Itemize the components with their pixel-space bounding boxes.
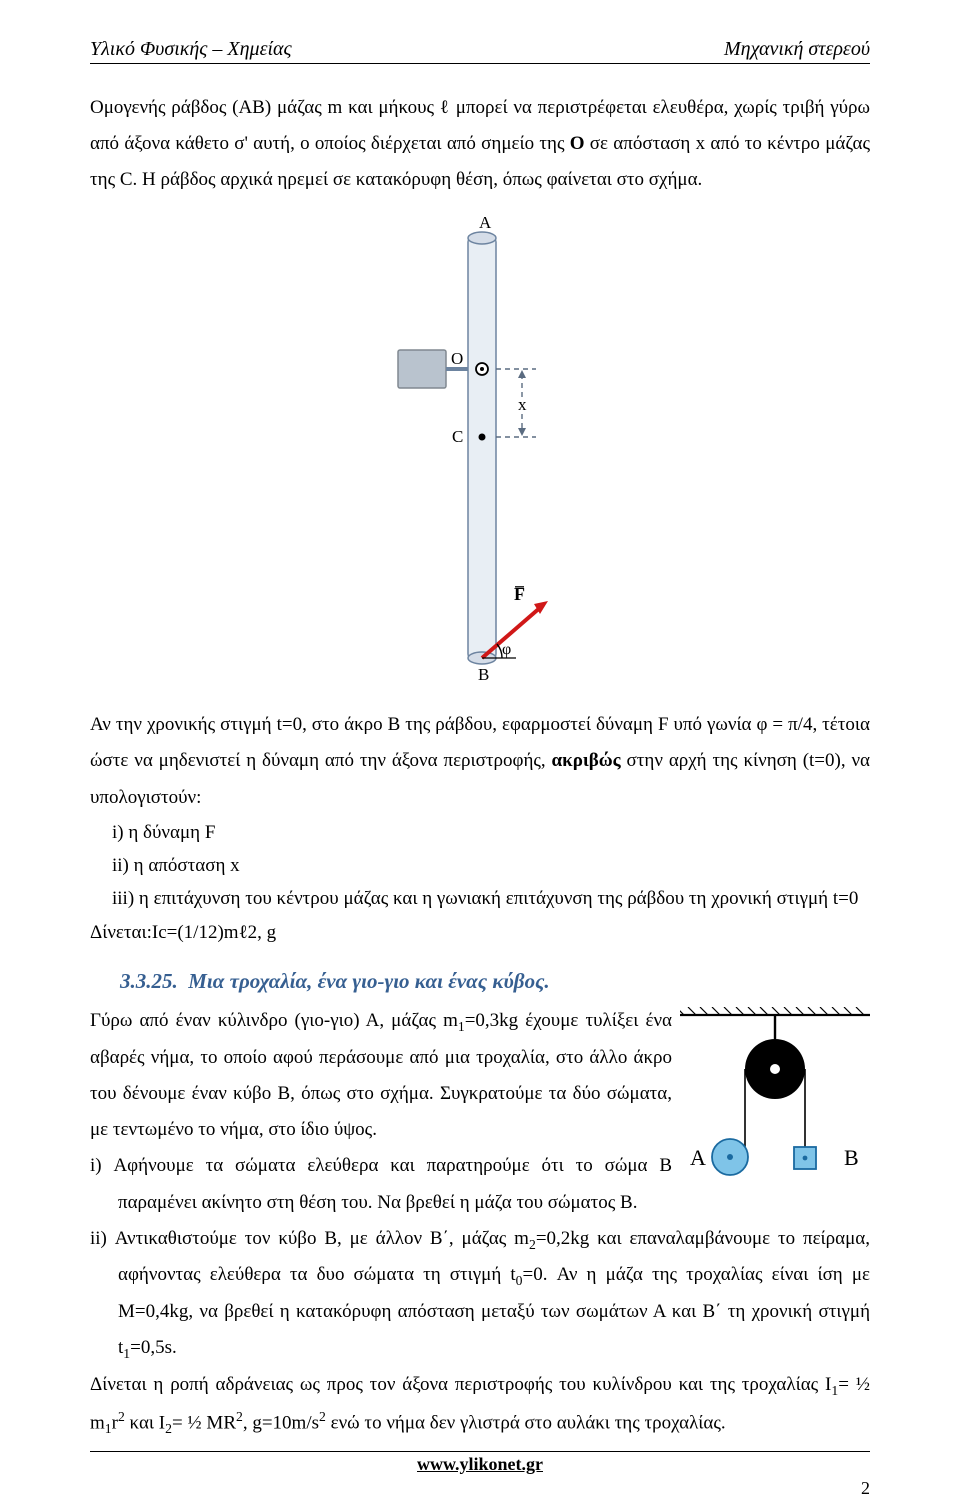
- list-1: i) η δύναμη F ii) η απόσταση x iii) η επ…: [112, 816, 870, 916]
- body: Ομογενής ράβδος (ΑΒ) μάζας m και μήκους …: [90, 90, 870, 1442]
- label-C: C: [452, 427, 463, 446]
- p3ii-sub2: 2: [529, 1236, 536, 1251]
- label-A: A: [479, 213, 492, 232]
- g2g: ενώ το νήμα δεν γλιστρά στο αυλάκι της τ…: [326, 1412, 726, 1433]
- paragraph-2: Αν την χρονικής στιγμή t=0, στο άκρο Β τ…: [90, 707, 870, 815]
- label-phi: φ: [502, 641, 511, 658]
- para1-bold: Ο: [570, 133, 585, 154]
- given-2: Δίνεται η ροπή αδράνειας ως προς τον άξο…: [90, 1367, 870, 1442]
- g2a: Δίνεται η ροπή αδράνειας ως προς τον άξο…: [90, 1374, 831, 1395]
- item-ii: ii) η απόσταση x: [112, 849, 870, 882]
- paragraph-1: Ομογενής ράβδος (ΑΒ) μάζας m και μήκους …: [90, 90, 870, 198]
- p3ii-a: ii) Αντικαθιστούμε τον κύβο Β, με άλλον …: [90, 1228, 529, 1249]
- label-B: B: [478, 665, 489, 682]
- label-B2: B: [844, 1145, 859, 1170]
- p3a: Γύρω από έναν κύλινδρο (γιο-γιο) Α, μάζα…: [90, 1010, 458, 1031]
- label-x: x: [518, 395, 527, 414]
- section-title: 3.3.25. Μια τροχαλία, ένα γιο-γιο και έν…: [120, 962, 870, 1002]
- g2sup2b: 2: [236, 1409, 243, 1424]
- p3ii-sub0: 0: [516, 1273, 523, 1288]
- given-1: Δίνεται:Ic=(1/12)mℓ2, g: [90, 915, 870, 951]
- pulley-diagram: A B: [680, 1007, 870, 1192]
- g2sup2: 2: [118, 1409, 125, 1424]
- footer-url: www.ylikonet.gr: [90, 1452, 870, 1475]
- figure-2: A B: [680, 1007, 870, 1205]
- label-F: F̅: [514, 584, 525, 604]
- g2s1b: 1: [105, 1421, 112, 1436]
- item-iii: iii) η επιτάχυνση του κέντρου μάζας και …: [112, 882, 870, 915]
- label-O: O: [451, 349, 463, 368]
- item-i: i) η δύναμη F: [112, 816, 870, 849]
- g2f: , g=10m/s: [243, 1412, 319, 1433]
- header-left: Υλικό Φυσικής – Χημείας: [90, 38, 292, 61]
- section-num: 3.3.25.: [120, 969, 178, 993]
- g2s2: 2: [165, 1421, 172, 1436]
- label-A2: A: [690, 1145, 706, 1170]
- g2d: και Ι: [125, 1412, 165, 1433]
- page: Υλικό Φυσικής – Χημείας Μηχανική στερεού…: [0, 0, 960, 1509]
- page-footer: www.ylikonet.gr: [90, 1451, 870, 1475]
- item-3ii: ii) Αντικαθιστούμε τον κύβο Β, με άλλον …: [90, 1221, 870, 1367]
- p3a-sub: 1: [458, 1019, 465, 1034]
- page-header: Υλικό Φυσικής – Χημείας Μηχανική στερεού: [90, 38, 870, 64]
- header-right: Μηχανική στερεού: [724, 38, 870, 61]
- para2-bold: ακριβώς: [552, 750, 621, 771]
- rod-diagram: A O C x F̅ φ B: [390, 212, 570, 682]
- g2sup2c: 2: [319, 1409, 326, 1424]
- page-number: 2: [861, 1478, 870, 1499]
- section-name: Μια τροχαλία, ένα γιο-γιο και ένας κύβος…: [188, 969, 549, 993]
- p3ii-d: =0,5s.: [130, 1337, 177, 1358]
- g2e: = ½ ΜR: [172, 1412, 236, 1433]
- figure-1: A O C x F̅ φ B: [90, 212, 870, 695]
